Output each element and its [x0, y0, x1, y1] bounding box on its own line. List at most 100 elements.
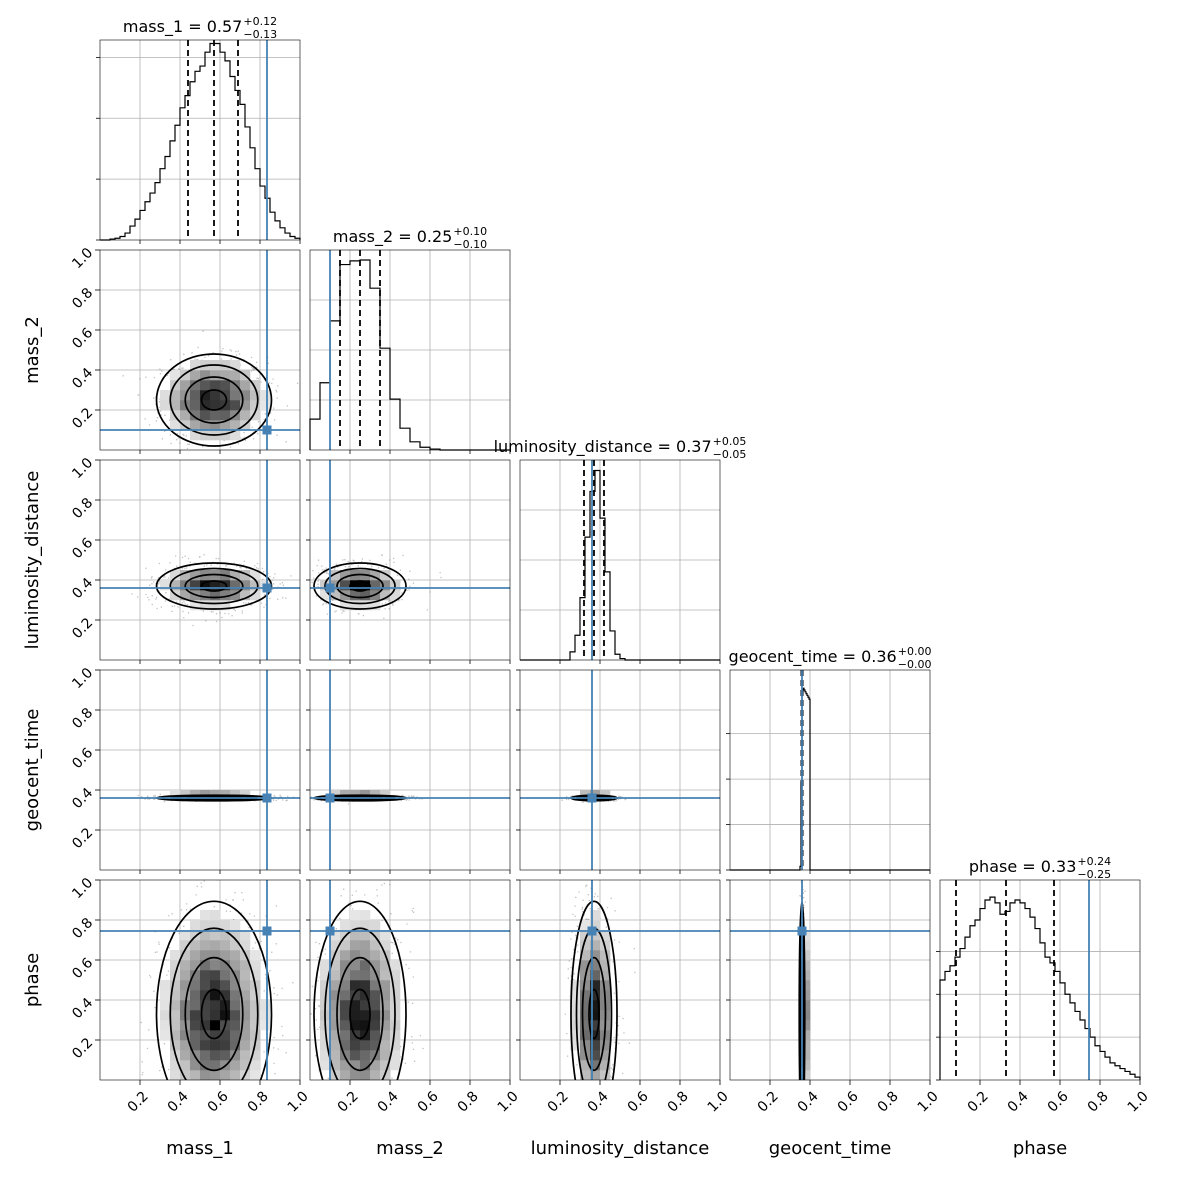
- x-tick-label: 0.8: [1085, 1088, 1112, 1115]
- density-cell: [370, 570, 381, 581]
- density-cell: [390, 970, 401, 981]
- panel-border: [309, 249, 511, 451]
- density-cell: [250, 580, 261, 591]
- hist-panel-geocent_time: [726, 669, 931, 871]
- density-cell: [220, 970, 231, 981]
- density-cell: [370, 950, 381, 961]
- density-cell: [160, 1000, 171, 1011]
- panel-content: [140, 880, 294, 1080]
- x-tick-label: 0.2: [755, 1088, 782, 1115]
- contour-level-2: [336, 956, 384, 1072]
- y-tick-label: 1.0: [69, 245, 96, 272]
- title-phase: phase = 0.33 +0.24−0.25: [969, 855, 1111, 881]
- x-tick-label: 0.4: [585, 1088, 612, 1115]
- density-cell: [260, 1010, 271, 1021]
- density-cell: [240, 970, 251, 981]
- density-cell: [380, 970, 391, 981]
- density-cell: [350, 920, 361, 931]
- density-cell: [200, 380, 211, 391]
- density-cell: [590, 910, 601, 921]
- density-cell: [320, 1040, 331, 1051]
- density-cell: [340, 940, 351, 951]
- density-cell: [220, 920, 231, 931]
- density-cell: [190, 430, 201, 441]
- density-cell: [190, 970, 201, 981]
- y-tick-label: 1.0: [69, 455, 96, 482]
- density-cell: [210, 970, 221, 981]
- density-cell: [330, 990, 341, 1001]
- density-cell: [170, 1060, 181, 1071]
- panel-border: [519, 879, 721, 1081]
- x-tick-label: 0.6: [205, 1088, 232, 1115]
- y-tick-label: 0.8: [69, 285, 96, 312]
- density-cell: [590, 1000, 601, 1011]
- density-cell: [210, 980, 221, 991]
- density-cell: [380, 1020, 391, 1031]
- density-cell: [220, 1070, 231, 1080]
- density-cell: [210, 410, 221, 421]
- truth-marker: [262, 926, 272, 936]
- title-text: mass_1 = 0.57: [123, 17, 242, 37]
- density-cell: [260, 390, 271, 401]
- density-cell: [600, 1060, 611, 1071]
- density-cell: [340, 920, 351, 931]
- density-cell: [230, 360, 241, 371]
- density-cell: [170, 1030, 181, 1041]
- density-cell: [230, 930, 241, 941]
- panel-content: [131, 554, 292, 627]
- density-cell: [200, 410, 211, 421]
- density-cell: [570, 990, 581, 1001]
- y-tick-label: 0.2: [69, 825, 96, 852]
- density-cell: [370, 1030, 381, 1041]
- y-axis-label-phase: phase: [22, 953, 43, 1007]
- density-cell: [340, 1020, 351, 1031]
- contour-level-2: [581, 956, 607, 1072]
- density-cell: [220, 420, 231, 431]
- density-cell: [340, 990, 351, 1001]
- density-cell: [170, 420, 181, 431]
- hist-panel-phase: [936, 879, 1141, 1081]
- density-cell: [330, 580, 341, 591]
- density-cell: [220, 980, 231, 991]
- density-cell: [240, 590, 251, 601]
- density-cell: [180, 420, 191, 431]
- density-cell: [250, 990, 261, 1001]
- panel-mass_2-vs-geocent_time: [309, 669, 511, 871]
- density-cell: [330, 980, 341, 991]
- density-cell: [390, 990, 401, 1001]
- density-cell: [230, 570, 241, 581]
- density-cell: [350, 960, 361, 971]
- density-cell: [170, 1010, 181, 1021]
- density-cell: [330, 930, 341, 941]
- density-cell: [380, 570, 391, 581]
- density-cell: [230, 1000, 241, 1011]
- y-tick-label: 0.4: [69, 575, 96, 602]
- density-cell: [200, 600, 211, 611]
- density-cell: [330, 1030, 341, 1041]
- density-cell: [200, 910, 211, 921]
- x-axis-label-mass_2: mass_2: [376, 1138, 444, 1159]
- density-cell: [220, 960, 231, 971]
- density-cell: [580, 980, 591, 991]
- density-cell: [200, 400, 211, 411]
- density-cell: [580, 940, 591, 951]
- density-cell: [260, 1020, 271, 1031]
- x-tick-label: 1.0: [495, 1088, 522, 1115]
- density-cell: [580, 920, 591, 931]
- density-cell: [190, 600, 201, 611]
- density-cell: [210, 1050, 221, 1061]
- density-cell: [210, 400, 221, 411]
- y-tick-label: 0.2: [69, 615, 96, 642]
- density-cell: [220, 600, 231, 611]
- density-cell: [200, 1050, 211, 1061]
- density-cell: [250, 570, 261, 581]
- density-cell: [210, 390, 221, 401]
- density-cell: [370, 1060, 381, 1071]
- density-cell: [380, 1060, 391, 1071]
- density-cell: [170, 980, 181, 991]
- density-cell: [250, 390, 261, 401]
- density-cell: [220, 360, 231, 371]
- y-tick-label: 0.8: [69, 915, 96, 942]
- density-cell: [200, 960, 211, 971]
- panel-border: [519, 459, 721, 661]
